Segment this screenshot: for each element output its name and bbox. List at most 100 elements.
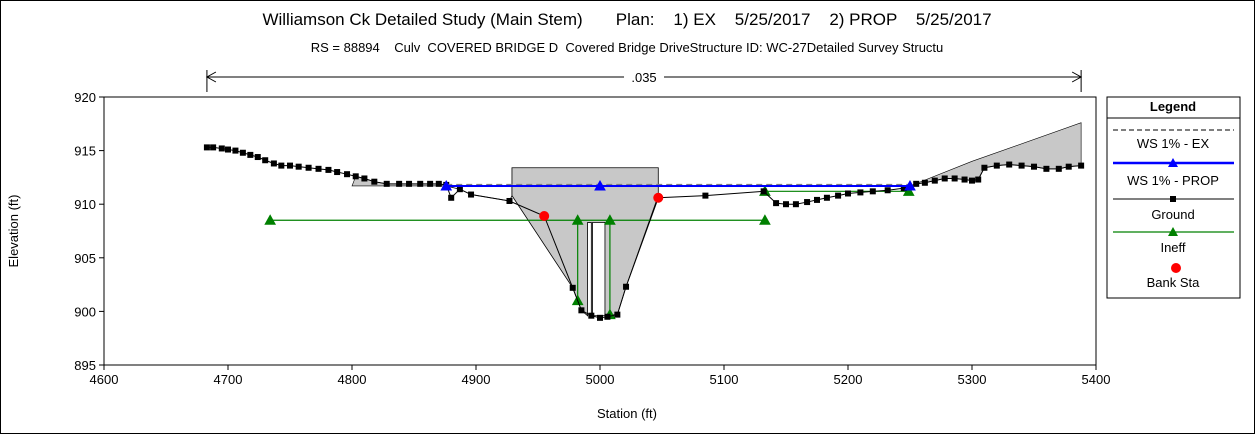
ground-point xyxy=(760,188,767,195)
ground-point xyxy=(857,189,864,196)
x-tick-label: 4900 xyxy=(462,372,491,387)
y-axis-label: Elevation (ft) xyxy=(6,195,21,268)
series-layer xyxy=(203,144,1085,321)
ground-point xyxy=(913,180,920,187)
ground-point xyxy=(1055,165,1062,172)
ground-point xyxy=(783,201,789,208)
chart-subtitle: RS = 88894 Culv COVERED BRIDGE D Covered… xyxy=(311,40,944,55)
x-tick-label: 5200 xyxy=(834,372,863,387)
ground-point xyxy=(1006,161,1013,168)
culvert-opening xyxy=(592,222,606,317)
ineff-marker xyxy=(571,214,584,225)
ground-point xyxy=(1018,162,1025,169)
x-tick-label: 5100 xyxy=(710,372,739,387)
ground-point xyxy=(961,176,968,183)
ineff-marker xyxy=(264,214,277,225)
ground-point xyxy=(225,146,231,153)
legend-label-ws-ex: WS 1% - EX xyxy=(1137,136,1210,151)
bank-sta-marker xyxy=(653,192,664,203)
legend-marker-bank-sta xyxy=(1171,263,1181,273)
y-tick-label: 905 xyxy=(74,251,96,266)
ground-point xyxy=(921,179,928,186)
x-axis: 4600 4700 4800 4900 5000 5100 5200 5300 5400 xyxy=(90,365,1111,387)
ground-point xyxy=(325,166,332,173)
ground-point xyxy=(969,177,975,184)
ground-point xyxy=(315,165,322,172)
culvert-structure xyxy=(511,167,659,317)
ground-point xyxy=(203,144,210,151)
ground-point xyxy=(262,157,269,164)
ineff-marker xyxy=(759,214,771,225)
y-axis: 895 900 905 910 915 920 xyxy=(74,90,104,373)
ground-point xyxy=(270,160,277,167)
legend-label-ground: Ground xyxy=(1151,207,1194,222)
ground-point xyxy=(1078,162,1085,169)
ground-point xyxy=(951,175,958,182)
ground-point xyxy=(305,164,312,171)
ground-point xyxy=(588,312,595,319)
ground-point xyxy=(981,164,988,171)
legend-label-bank-sta: Bank Sta xyxy=(1147,275,1201,290)
ground-point xyxy=(569,284,576,291)
y-tick-label: 895 xyxy=(74,358,96,373)
ground-point xyxy=(792,201,799,208)
ground-point xyxy=(406,180,413,187)
ground-point xyxy=(869,188,876,195)
ground-point xyxy=(352,173,359,180)
annotation-label: .035 xyxy=(631,70,656,85)
ground-point xyxy=(435,180,442,187)
ground-point xyxy=(448,194,455,201)
ground-point xyxy=(835,192,842,199)
legend-swatches xyxy=(1113,129,1234,273)
ineff-marker xyxy=(604,214,616,225)
ground-point xyxy=(993,162,1000,169)
ground-point xyxy=(427,180,434,187)
ground-point xyxy=(845,190,851,197)
legend-label-ineff: Ineff xyxy=(1160,240,1185,255)
legend-label-ws-prop: WS 1% - PROP xyxy=(1127,173,1219,188)
x-tick-label: 5300 xyxy=(958,372,987,387)
ground-point xyxy=(232,147,239,154)
ground-point xyxy=(623,283,630,290)
plot-area xyxy=(203,122,1085,321)
y-tick-label: 900 xyxy=(74,304,96,319)
legend-marker-ws-prop xyxy=(1168,158,1178,167)
ground-point xyxy=(456,186,463,193)
legend-marker-ground xyxy=(1170,196,1176,202)
ground-point xyxy=(396,180,403,187)
ground-point xyxy=(884,187,891,194)
ground-point xyxy=(295,163,302,170)
ground-point xyxy=(900,185,907,192)
ground-point xyxy=(361,175,368,182)
legend-marker-ineff xyxy=(1168,227,1178,236)
ground-point xyxy=(254,154,261,161)
ground-point xyxy=(823,194,830,201)
x-tick-label: 4700 xyxy=(214,372,243,387)
ground-point xyxy=(334,169,341,176)
ground-point xyxy=(604,313,611,320)
x-axis-label: Station (ft) xyxy=(597,406,657,421)
ground-point xyxy=(931,177,938,184)
ground-point xyxy=(218,145,225,152)
x-tick-label: 5000 xyxy=(586,372,615,387)
ground-point xyxy=(814,196,820,203)
x-tick-label: 4600 xyxy=(90,372,119,387)
y-tick-label: 910 xyxy=(74,197,96,212)
ground-point xyxy=(804,199,811,206)
ground-point xyxy=(210,144,217,151)
ground-point xyxy=(239,149,246,156)
x-tick-label: 4800 xyxy=(338,372,367,387)
ws-prop-marker xyxy=(440,179,453,191)
ground-point xyxy=(506,197,513,204)
ground-point xyxy=(702,192,709,199)
chart-title: Williamson Ck Detailed Study (Main Stem)… xyxy=(262,10,991,29)
roughness-annotation: .035 xyxy=(205,70,1083,92)
x-tick-label: 5400 xyxy=(1082,372,1111,387)
ground-point xyxy=(468,191,475,198)
ws-prop-marker xyxy=(594,179,606,191)
y-tick-label: 915 xyxy=(74,144,96,159)
ground-point xyxy=(371,178,378,185)
ground-point xyxy=(247,151,254,158)
ground-point xyxy=(773,200,780,207)
